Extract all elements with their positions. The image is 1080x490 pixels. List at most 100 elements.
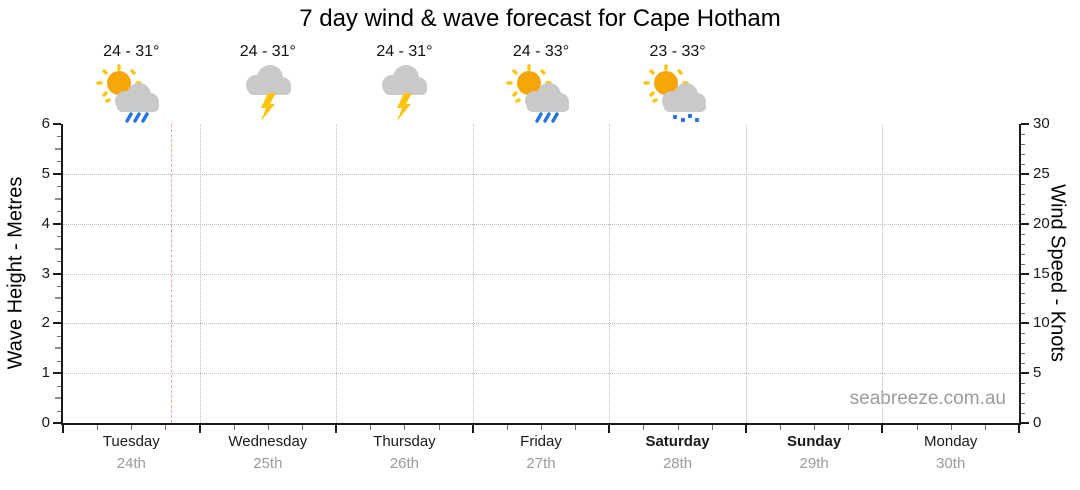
y-axis-left-tick [55, 197, 61, 200]
y-axis-right-tick [1021, 183, 1025, 185]
sun-icon [107, 71, 132, 95]
y-axis-left-tick-label: 6 [41, 115, 50, 132]
y-axis-left-tick [57, 360, 61, 362]
y-axis-left-tick [57, 211, 61, 213]
x-axis-tick [1018, 425, 1020, 433]
temperature-range-label: 23 - 33° [649, 43, 706, 60]
y-axis-right-tick [1021, 393, 1025, 395]
gridline-vertical [882, 124, 884, 423]
y-axis-right-tick [1021, 403, 1025, 405]
x-axis-date-label: 30th [936, 455, 966, 472]
y-axis-right-tick [1021, 193, 1025, 195]
y-axis-left-tick-label: 1 [41, 364, 50, 382]
y-axis-left-tick-label: 3 [41, 264, 50, 282]
y-axis-left-tick-label: 2 [41, 314, 50, 332]
y-axis-left-tick [53, 372, 61, 375]
x-axis-tick [267, 425, 269, 430]
x-axis-day-label: Sunday [787, 433, 842, 450]
chart-title: 7 day wind & wave forecast for Cape Hoth… [299, 5, 781, 32]
x-axis-tick [881, 425, 884, 433]
y-axis-right-tick [1021, 343, 1025, 345]
y-axis-right-tick-label: 0 [1033, 414, 1042, 431]
y-axis-right-tick-label: 25 [1033, 164, 1050, 182]
x-axis-day-label: Tuesday [102, 433, 160, 450]
y-axis-left-line [61, 124, 63, 425]
x-axis-tick [506, 425, 508, 430]
y-axis-right-tick [1021, 293, 1025, 295]
lightning-icon [260, 93, 276, 121]
y-axis-right-tick [1021, 263, 1025, 265]
y-axis-right-tick [1021, 172, 1029, 175]
cloud-icon [115, 83, 160, 112]
y-axis-left-tick [55, 347, 61, 350]
y-axis-left-tick-label: 0 [41, 414, 50, 431]
y-axis-right-tick [1021, 353, 1025, 355]
x-axis-tick [848, 425, 850, 430]
gridline-horizontal [63, 373, 1019, 375]
sun-cloud-drizzle-icon [642, 64, 706, 122]
x-axis-tick [404, 425, 406, 430]
cloud-lightning-icon [245, 65, 291, 121]
y-axis-right-tick-label: 5 [1033, 364, 1042, 382]
y-axis-left-tick [55, 297, 61, 300]
gridline-vertical [745, 124, 747, 423]
y-axis-right-tick [1021, 222, 1029, 225]
y-axis-left-tick [57, 186, 61, 188]
y-axis-left-tick [55, 147, 61, 150]
cloud-icon [661, 83, 706, 112]
y-axis-left-tick [55, 397, 61, 400]
cloud-lightning-icon [382, 65, 428, 121]
y-axis-right-tick [1021, 153, 1025, 155]
sun-icon [517, 71, 541, 95]
cloud-icon [245, 65, 291, 95]
x-axis-tick [471, 425, 474, 433]
y-axis-right-tick [1021, 422, 1029, 424]
y-axis-right-tick [1021, 383, 1025, 385]
x-axis-tick [744, 425, 747, 433]
x-axis-day-label: Friday [520, 433, 562, 450]
x-axis-tick [233, 425, 235, 430]
drizzle-icon [672, 114, 699, 122]
temperature-range-label: 24 - 31° [376, 43, 433, 60]
x-axis-day-label: Wednesday [228, 433, 308, 450]
cloud-icon [382, 65, 428, 95]
sun-rays-icon [642, 64, 689, 103]
x-axis-tick [62, 425, 64, 433]
x-axis-date-label: 29th [799, 455, 829, 472]
y-axis-right-tick-label: 30 [1033, 115, 1050, 132]
y-axis-right-tick [1021, 213, 1025, 215]
x-axis-date-label: 27th [526, 455, 556, 472]
rain-icon [125, 112, 149, 123]
y-axis-left-tick [57, 136, 61, 138]
x-axis-tick [165, 425, 167, 430]
x-axis-tick [541, 425, 542, 430]
seabreeze-watermark: seabreeze.com.au [849, 388, 1006, 409]
cloud-icon [525, 83, 569, 112]
y-axis-left-tick [57, 261, 61, 263]
y-axis-left-tick-label: 5 [41, 164, 50, 182]
x-axis-day-label: Thursday [373, 433, 436, 450]
x-axis-tick [950, 425, 952, 430]
y-axis-right-tick [1021, 143, 1025, 145]
y-axis-right-tick [1021, 123, 1029, 125]
sun-rays-icon [506, 64, 552, 103]
gridline-vertical [609, 124, 611, 423]
gridline-vertical [336, 124, 338, 423]
y-axis-left-tick [57, 161, 61, 163]
y-axis-right-tick [1021, 203, 1025, 205]
y-axis-right-line [1019, 124, 1021, 425]
x-axis-tick [916, 425, 918, 430]
gridline-horizontal [63, 273, 1019, 275]
x-axis-tick [198, 425, 201, 433]
y-axis-left-tick [53, 322, 61, 325]
y-axis-right-tick [1021, 363, 1025, 365]
gridline-horizontal [63, 223, 1019, 225]
x-axis-date-label: 26th [389, 455, 420, 472]
x-axis-tick [575, 425, 577, 430]
lightning-icon [397, 93, 413, 121]
y-axis-right-tick [1021, 133, 1025, 135]
y-axis-left-tick [57, 285, 61, 287]
y-axis-left-tick [55, 247, 61, 250]
sun-rays-icon [96, 64, 142, 103]
y-axis-left-tick [57, 410, 61, 412]
